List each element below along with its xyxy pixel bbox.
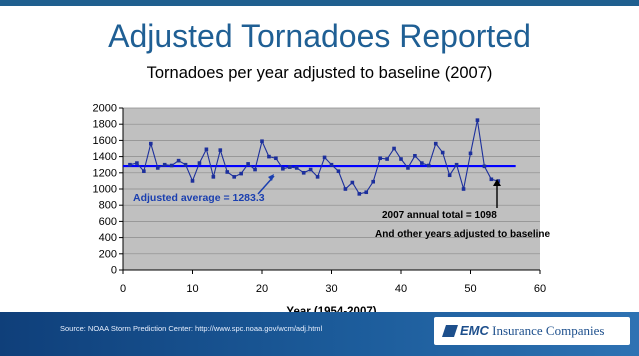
data-point <box>135 161 139 165</box>
data-point <box>274 156 278 161</box>
data-point <box>246 162 250 166</box>
data-point <box>322 155 327 160</box>
series-group <box>128 118 501 196</box>
data-point <box>420 161 424 165</box>
y-tick-label: 1800 <box>93 119 117 131</box>
data-point <box>288 165 292 169</box>
logo-text: EMC Insurance Companies <box>460 323 604 339</box>
data-point <box>239 171 243 176</box>
data-point <box>169 163 174 168</box>
data-point <box>149 141 153 146</box>
data-point <box>399 157 403 161</box>
data-point <box>427 163 431 168</box>
emc-logo: EMC Insurance Companies <box>434 317 630 345</box>
data-point <box>378 156 382 161</box>
data-point <box>482 164 487 169</box>
y-tick-label: 400 <box>99 232 117 244</box>
axes: 0 200 400 600 800 1000 1200 1400 1600 1800 2000 0 10… <box>93 103 547 319</box>
data-point <box>176 158 181 163</box>
labels-group: Adjusted average = 1283.3 2007 annual tot… <box>133 174 550 240</box>
data-point <box>440 150 445 155</box>
data-point <box>308 167 313 172</box>
y-tick-label: 2000 <box>93 103 117 115</box>
y-tick-label: 1400 <box>93 151 117 163</box>
data-point <box>447 173 452 178</box>
y-tick-label: 200 <box>99 248 117 260</box>
data-point <box>433 141 438 146</box>
data-point <box>218 148 223 152</box>
annotation-2007-total: 2007 annual total = 1098 <box>382 210 497 221</box>
data-point <box>315 175 320 179</box>
y-tick-label: 1000 <box>93 184 117 196</box>
data-point <box>204 147 209 152</box>
data-point <box>190 179 195 183</box>
average-arrowhead-icon <box>268 174 274 181</box>
data-point <box>489 177 494 182</box>
y-tick-label: 1200 <box>93 167 117 179</box>
data-point <box>364 190 369 195</box>
data-point <box>329 162 334 167</box>
data-point <box>281 166 285 171</box>
data-point <box>454 162 459 167</box>
data-point <box>128 162 132 167</box>
data-point <box>357 192 362 196</box>
x-tick-label: 0 <box>120 283 126 295</box>
data-point <box>413 153 417 158</box>
top-accent-bar <box>0 0 639 6</box>
data-point <box>225 170 230 174</box>
x-tick-label: 20 <box>256 283 268 295</box>
data-point <box>197 161 202 165</box>
y-tick-label: 0 <box>111 265 117 277</box>
data-point <box>211 175 216 179</box>
data-point <box>260 139 264 144</box>
data-point <box>253 167 257 172</box>
data-point <box>496 179 501 183</box>
data-point <box>142 169 146 173</box>
x-tick-label: 50 <box>464 283 476 295</box>
emc-logo-mark-icon <box>442 325 458 337</box>
y-tick-label: 600 <box>99 216 117 228</box>
data-point <box>232 175 236 179</box>
data-point <box>162 162 167 167</box>
logo-brand: EMC <box>460 323 489 338</box>
x-tick-label: 60 <box>534 283 546 295</box>
data-point <box>461 187 466 191</box>
chart-title: Tornadoes per year adjusted to baseline … <box>146 64 493 82</box>
source-note: Source: NOAA Storm Prediction Center: ht… <box>60 324 323 333</box>
data-point <box>343 187 348 191</box>
x-tick-label: 40 <box>395 283 407 295</box>
data-point <box>183 162 188 167</box>
gridlines <box>123 107 540 271</box>
x-tick-label: 30 <box>325 283 337 295</box>
data-point <box>371 179 375 184</box>
data-point <box>475 118 480 122</box>
data-point <box>468 151 473 156</box>
data-point <box>155 166 160 170</box>
data-point <box>392 146 396 151</box>
data-point <box>294 166 299 170</box>
total-arrowhead-icon <box>493 179 501 186</box>
average-label: Adjusted average = 1283.3 <box>133 192 265 204</box>
y-tick-label: 800 <box>99 200 117 212</box>
logo-rest: Insurance Companies <box>488 323 605 338</box>
data-point <box>301 171 306 175</box>
annotation-adjusted: And other years adjusted to baseline <box>375 229 550 240</box>
data-point <box>385 157 389 161</box>
data-point <box>350 180 355 185</box>
data-point <box>406 166 410 170</box>
x-tick-label: 10 <box>186 283 198 295</box>
data-point <box>267 154 271 159</box>
data-point <box>336 169 341 173</box>
y-tick-label: 1600 <box>93 135 117 147</box>
slide-title: Adjusted Tornadoes Reported <box>108 18 531 54</box>
